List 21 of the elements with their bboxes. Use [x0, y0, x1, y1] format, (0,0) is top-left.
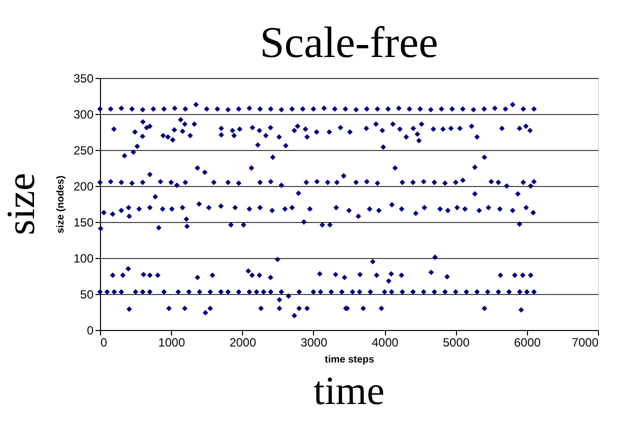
x-tick-label: 5000	[442, 336, 470, 350]
chart-title: Scale-free	[260, 18, 438, 67]
y-tick-label: 250	[73, 144, 94, 158]
y-tick-label: 350	[73, 72, 94, 86]
x-tick-label: 7000	[572, 336, 599, 350]
x-tick-label: 3000	[300, 336, 328, 350]
x-tick-label: 2000	[229, 336, 256, 350]
x-axis-title: time steps	[324, 354, 375, 366]
x-tick-label: 4000	[372, 336, 399, 350]
y-tick-label: 100	[73, 252, 94, 266]
y-tick-label: 200	[73, 180, 94, 194]
y-axis-title: size (nodes)	[55, 176, 66, 234]
text: time	[313, 368, 385, 413]
y-tick-label: 50	[80, 288, 94, 302]
x-tick-label: 6000	[514, 336, 542, 350]
x-tick-label: 1000	[158, 336, 186, 350]
y-tick-label: 150	[73, 216, 94, 230]
y-tick-label: 0	[86, 324, 94, 338]
text: size	[0, 172, 43, 236]
y-tick-label: 300	[73, 108, 94, 122]
x-tick-label: 0	[100, 336, 108, 350]
